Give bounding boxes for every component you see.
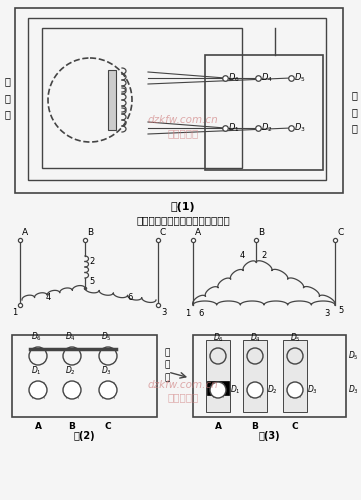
Bar bbox=[28, 18, 326, 180]
Circle shape bbox=[99, 381, 117, 399]
Circle shape bbox=[29, 381, 47, 399]
Text: 三相异步电动机接线图及接线方式: 三相异步电动机接线图及接线方式 bbox=[136, 215, 230, 225]
Text: dzkfw.com.cn: dzkfw.com.cn bbox=[148, 380, 218, 390]
Text: $D_3$: $D_3$ bbox=[307, 384, 318, 396]
Text: 图(3): 图(3) bbox=[259, 431, 280, 441]
Text: 1: 1 bbox=[12, 308, 17, 317]
Text: $D_1$: $D_1$ bbox=[31, 364, 42, 377]
Text: C: C bbox=[105, 422, 111, 431]
Text: B: B bbox=[87, 228, 93, 237]
Text: $D_6$: $D_6$ bbox=[30, 330, 42, 343]
Bar bbox=[206, 340, 230, 412]
Bar bbox=[207, 381, 229, 395]
Text: A: A bbox=[214, 422, 222, 431]
Text: 接
线
板: 接 线 板 bbox=[164, 348, 170, 382]
Text: 5: 5 bbox=[338, 306, 343, 315]
Circle shape bbox=[247, 382, 263, 398]
Text: $D_2$: $D_2$ bbox=[65, 364, 75, 377]
Text: $D_6$: $D_6$ bbox=[228, 72, 240, 84]
Text: 电子开发网: 电子开发网 bbox=[168, 128, 199, 138]
Text: 接
线
板: 接 线 板 bbox=[351, 90, 357, 134]
Text: $D_2$: $D_2$ bbox=[267, 384, 278, 396]
Text: $D_5$: $D_5$ bbox=[294, 72, 306, 84]
Text: $D_3$: $D_3$ bbox=[294, 122, 306, 134]
Text: C: C bbox=[160, 228, 166, 237]
Text: A: A bbox=[195, 228, 201, 237]
Text: $D_4$: $D_4$ bbox=[249, 332, 261, 344]
Bar bbox=[205, 55, 323, 170]
Text: A: A bbox=[22, 228, 28, 237]
Text: 6: 6 bbox=[127, 292, 133, 302]
Text: $D_4$: $D_4$ bbox=[261, 72, 273, 84]
Bar bbox=[42, 28, 242, 168]
Text: 电
动
机: 电 动 机 bbox=[4, 76, 10, 120]
Text: $D_6$: $D_6$ bbox=[213, 332, 223, 344]
Text: B: B bbox=[252, 422, 258, 431]
Bar bbox=[193, 335, 346, 417]
Text: $D_5$: $D_5$ bbox=[101, 330, 112, 343]
Text: 4: 4 bbox=[45, 292, 51, 302]
Text: 图(1): 图(1) bbox=[171, 202, 195, 212]
Text: 1: 1 bbox=[185, 309, 190, 318]
Text: 6: 6 bbox=[198, 309, 203, 318]
Circle shape bbox=[287, 382, 303, 398]
Text: A: A bbox=[35, 422, 42, 431]
Text: $D_1$: $D_1$ bbox=[230, 384, 241, 396]
Text: 2: 2 bbox=[89, 256, 94, 266]
Text: $D_5$: $D_5$ bbox=[290, 332, 300, 344]
Text: 4: 4 bbox=[239, 251, 245, 260]
Bar bbox=[12, 335, 157, 417]
Text: $D_3$: $D_3$ bbox=[101, 364, 112, 377]
Circle shape bbox=[210, 382, 226, 398]
Bar bbox=[15, 8, 343, 193]
Text: 5: 5 bbox=[89, 276, 94, 285]
Text: C: C bbox=[337, 228, 343, 237]
Bar bbox=[108, 70, 116, 130]
Text: B: B bbox=[69, 422, 75, 431]
Text: 电子开发网: 电子开发网 bbox=[168, 392, 199, 402]
Bar bbox=[283, 340, 307, 412]
Text: $D_1$: $D_1$ bbox=[228, 122, 240, 134]
Bar bbox=[243, 340, 267, 412]
Circle shape bbox=[63, 381, 81, 399]
Text: $D_4$: $D_4$ bbox=[65, 330, 75, 343]
Text: 图(2): 图(2) bbox=[74, 431, 95, 441]
Text: $D_5$: $D_5$ bbox=[348, 350, 359, 362]
Text: dzkfw.com.cn: dzkfw.com.cn bbox=[148, 115, 218, 125]
Text: 3: 3 bbox=[161, 308, 166, 317]
Text: 2: 2 bbox=[261, 251, 267, 260]
Text: 3: 3 bbox=[325, 309, 330, 318]
Text: C: C bbox=[292, 422, 298, 431]
Text: B: B bbox=[258, 228, 264, 237]
Text: $D_2$: $D_2$ bbox=[261, 122, 273, 134]
Text: $D_3$: $D_3$ bbox=[348, 384, 359, 396]
